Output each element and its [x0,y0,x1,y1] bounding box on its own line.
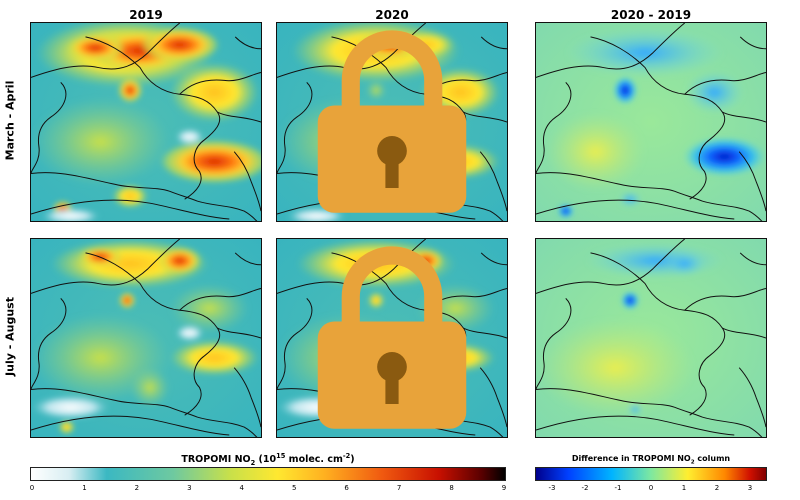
colorbar-tick-label: 2 [714,484,720,492]
colorbar-tick-label: -2 [581,484,589,492]
colorbar-tick-label: 7 [396,484,402,492]
row-title-march-april: March - April [3,80,17,161]
colorbar-tick-label: 8 [449,484,454,492]
colorbar-tick-label: 1 [681,484,687,492]
colorbar-absolute-title: TROPOMI NO2 (1015 molec. cm-2) [181,452,355,468]
row-title-july-august: July - August [3,297,17,376]
column-title-difference: 2020 - 2019 [610,8,692,22]
map-2019-july-august [30,238,262,438]
colorbar-tick-label: 0 [29,484,35,492]
column-title-2020: 2020 [375,8,409,22]
colorbar-difference-title: Difference in TROPOMI NO2 column [571,454,731,466]
colorbar-tick-label: 9 [501,484,507,492]
colorbar-tick-label: 4 [239,484,244,492]
map-difference-march-april [535,22,767,222]
colorbar-tick-label: 1 [82,484,87,492]
colorbar-tick-label: -1 [614,484,622,492]
colorbar-tick-label: 3 [187,484,192,492]
lock-icon [317,246,467,429]
colorbar-absolute [30,467,506,481]
map-difference-july-august [535,238,767,438]
colorbar-tick-label: -3 [548,484,556,492]
colorbar-tick-label: 6 [344,484,349,492]
colorbar-difference [535,467,767,481]
map-2020-july-august [276,238,508,438]
map-2020-march-april [276,22,508,222]
map-2019-march-april [30,22,262,222]
colorbar-tick-label: 0 [648,484,654,492]
colorbar-tick-label: 3 [747,484,753,492]
lock-icon [317,30,467,213]
colorbar-tick-label: 2 [134,484,140,492]
column-title-2019: 2019 [129,8,163,22]
colorbar-tick-label: 5 [291,484,297,492]
